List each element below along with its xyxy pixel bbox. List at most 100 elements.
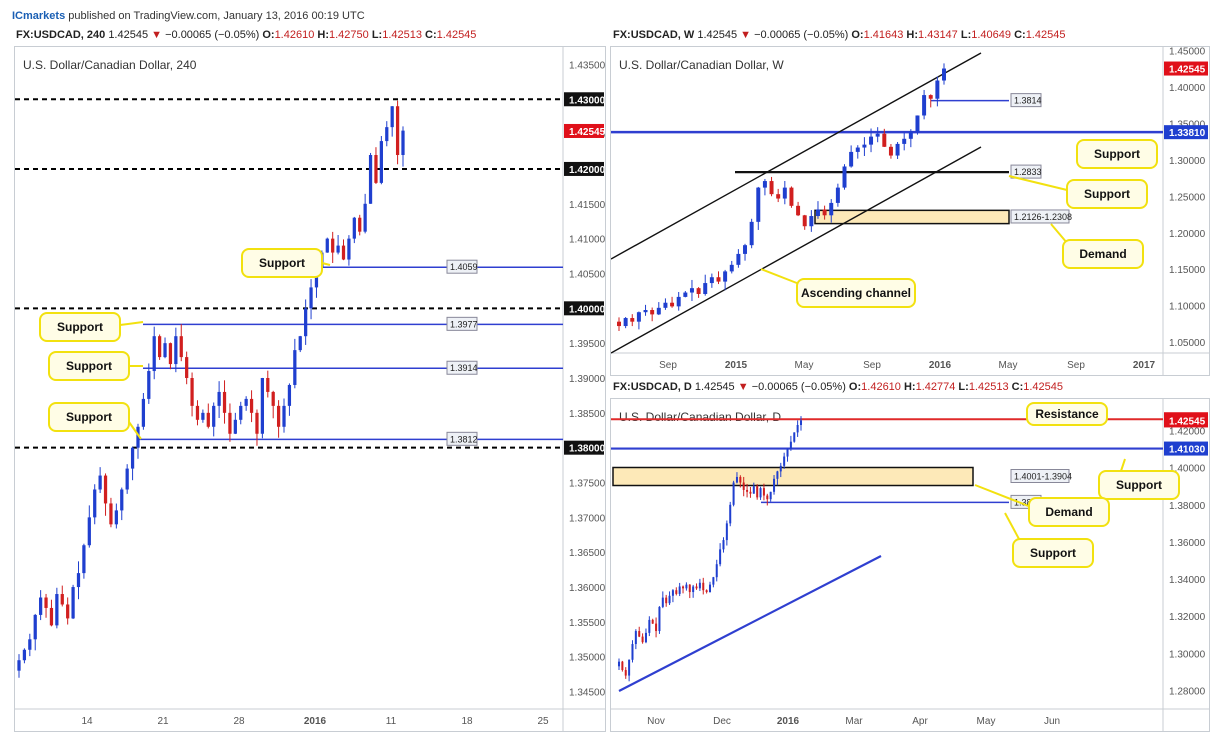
x-tick-label: 21: [157, 716, 169, 727]
bull-candle: [708, 584, 712, 593]
bear-candle: [641, 636, 644, 643]
bull-candle: [759, 488, 762, 498]
daily-open: 1.42610: [861, 381, 901, 393]
level-label-box: [446, 360, 478, 375]
bear-candle: [670, 302, 675, 307]
brand-link[interactable]: ICmarkets: [12, 10, 66, 22]
callout-pointer: [1008, 175, 1068, 191]
bear-candle: [49, 607, 54, 626]
daily-chart-panel[interactable]: 1.42000 1.40000 1.38000 1.36000 1.34000 1.320…: [610, 398, 1210, 732]
weekly-chart[interactable]: 1.45000 1.40000 1.35000 1.30000 1.25000 1.200…: [611, 47, 1209, 375]
uptrend-line: [618, 555, 882, 692]
demand-zone: [814, 209, 1010, 225]
bull-candle: [401, 130, 405, 156]
h4-chart[interactable]: 1.435001.430001.425001.420001.415001.410…: [15, 47, 605, 731]
bear-candle: [688, 584, 691, 593]
bear-candle: [228, 412, 232, 434]
price-tag: [564, 440, 604, 455]
weekly-symbol: FX:USDCAD, W: [613, 29, 695, 41]
weekly-low: 1.40649: [971, 29, 1012, 41]
bull-candle: [217, 391, 221, 406]
x-tick-label: Sep: [1067, 360, 1085, 371]
zone-label: 1.2126-1.2308: [1014, 212, 1072, 222]
level-label: 1.3977: [450, 319, 478, 329]
bull-candle: [782, 187, 787, 199]
price-tag: [1164, 413, 1208, 428]
bull-candle: [287, 384, 292, 406]
bull-candle: [368, 155, 373, 204]
callout-pointer: [1120, 458, 1126, 472]
bull-candle: [668, 595, 671, 604]
bear-candle: [822, 209, 827, 216]
callout-box: [1062, 239, 1144, 269]
bear-candle: [266, 378, 270, 392]
bull-candle: [260, 378, 265, 434]
bear-candle: [630, 318, 635, 322]
callout-box: [1098, 470, 1180, 500]
bull-candle: [935, 80, 940, 99]
weekly-last: 1.42545: [697, 29, 738, 41]
bull-candle: [623, 318, 628, 327]
bull-candle: [786, 449, 789, 457]
bull-candle: [352, 217, 356, 239]
callout-label: Support: [1094, 147, 1140, 161]
weekly-chart-panel[interactable]: 1.45000 1.40000 1.35000 1.30000 1.25000 1.200…: [610, 46, 1210, 376]
bull-candle: [809, 216, 814, 227]
bear-candle: [705, 590, 708, 593]
bear-candle: [888, 146, 893, 156]
bull-candle: [749, 221, 754, 246]
bear-candle: [44, 597, 48, 608]
channel-lower: [611, 146, 982, 354]
bull-candle: [55, 594, 59, 626]
bear-candle: [650, 310, 655, 315]
callout-label: Demand: [1079, 247, 1126, 261]
down-arrow-icon: ▼: [151, 29, 163, 41]
bull-candle: [685, 584, 688, 589]
bull-candle: [174, 336, 178, 365]
callout-pointer: [974, 484, 1032, 508]
bull-candle: [28, 639, 32, 650]
bull-candle: [729, 504, 732, 524]
callout-box: [39, 312, 121, 342]
bull-candle: [732, 482, 735, 505]
level-label: 1.3914: [450, 363, 478, 373]
y-tick-label: 1.38500: [569, 409, 605, 420]
bull-candle: [725, 523, 728, 541]
bull-candle: [712, 577, 715, 585]
x-tick-label: Nov: [647, 716, 665, 727]
callout-label: Ascending channel: [801, 286, 911, 300]
bull-candle: [663, 302, 668, 308]
weekly-open: 1.41643: [863, 29, 904, 41]
y-tick-label: 1.37000: [569, 513, 605, 524]
bull-candle: [842, 166, 847, 188]
bull-candle: [628, 659, 631, 676]
y-tick-label: 1.35000: [569, 653, 605, 664]
y-tick-label: 1.28000: [1169, 686, 1206, 697]
bear-candle: [651, 619, 654, 624]
bull-candle: [915, 115, 920, 132]
bear-candle: [702, 582, 705, 591]
bull-candle: [33, 614, 37, 640]
callout-box: [48, 351, 130, 381]
bull-candle: [762, 181, 767, 188]
y-tick-label: 1.05000: [1169, 338, 1206, 349]
level-label-box: [446, 316, 478, 331]
bull-candle: [661, 597, 664, 607]
bull-candle: [644, 632, 647, 643]
bull-candle: [76, 573, 81, 588]
bull-candle: [293, 350, 297, 385]
h4-chart-panel[interactable]: 1.435001.430001.425001.420001.415001.410…: [14, 46, 606, 732]
callout-label: Support: [57, 320, 103, 334]
callout-label: Resistance: [1035, 407, 1099, 421]
daily-chart[interactable]: 1.42000 1.40000 1.38000 1.36000 1.34000 1.320…: [611, 399, 1209, 731]
bear-candle: [655, 623, 658, 632]
y-tick-label: 1.40000: [1169, 83, 1206, 94]
bear-candle: [928, 95, 933, 99]
bull-candle: [776, 471, 779, 479]
bull-candle: [98, 475, 102, 490]
bull-candle: [147, 371, 151, 399]
bull-candle: [17, 660, 21, 671]
level-label: 1.3813: [1014, 497, 1042, 507]
h4-low: 1.42513: [382, 29, 422, 41]
bull-candle: [729, 264, 734, 272]
